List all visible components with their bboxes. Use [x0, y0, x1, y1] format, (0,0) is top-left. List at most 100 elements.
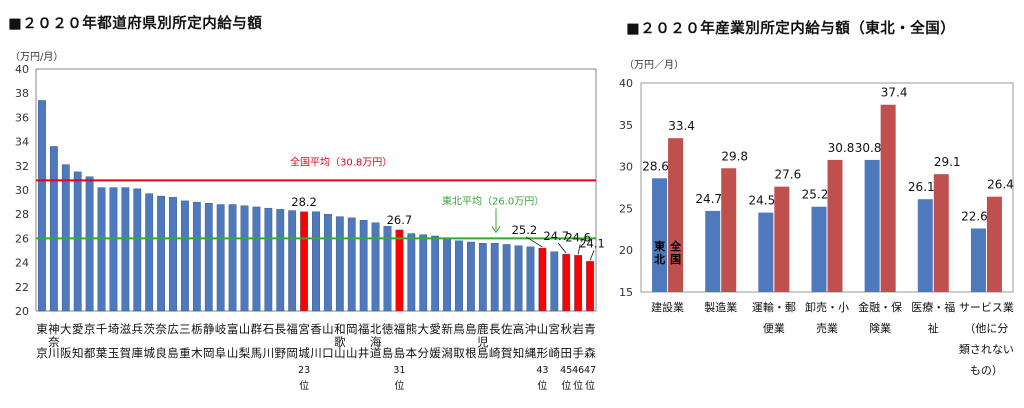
x-tick-label: 知 [72, 346, 84, 360]
industry-salary-chart: （万円／月） 15 20 25 30 35 40 28.6 24.7 24.5 25.2 30.8 26… [619, 59, 1014, 377]
x-tick-label: 取 [453, 346, 465, 360]
rank-label: 31 [393, 365, 405, 376]
x-tick-label: 岩 [572, 322, 584, 336]
x-tick-label: サービス業 [959, 301, 1014, 314]
x-tick-label: 梨 [239, 346, 251, 360]
x-tick-label: 崎 [489, 346, 501, 360]
data-label: 29.1 [934, 155, 961, 169]
x-tick-label: 山 [334, 346, 346, 360]
x-tick-label: 医療・福 [911, 300, 955, 314]
x-tick-label: 茨 [143, 322, 155, 336]
y-tick-label: 20 [619, 244, 633, 257]
rank-label: 位 [585, 379, 595, 392]
data-label: 25.2 [802, 188, 829, 202]
data-label: 25.2 [512, 223, 538, 237]
rank-label: 23 [298, 365, 310, 376]
x-tick-label: 祉 [928, 322, 939, 335]
y-axis-label: （万円／月） [624, 59, 684, 71]
x-tick-label: 三 [179, 322, 191, 336]
bar [395, 229, 404, 312]
x-tick-label: 千 [96, 322, 108, 336]
y-tick-label: 34 [15, 136, 29, 149]
bar [431, 235, 440, 312]
x-tick-label: 東 [36, 322, 48, 336]
x-tick-label: 便業 [763, 322, 785, 335]
x-tick-label: 熊 [406, 322, 418, 336]
x-tick-label: 木 [191, 346, 203, 360]
bar [371, 222, 380, 312]
data-label: 29.8 [721, 149, 748, 163]
x-tick-label: 福 [394, 322, 406, 336]
bar [455, 240, 463, 312]
bar [73, 171, 82, 312]
bar [109, 187, 118, 312]
x-tick-label: 香 [310, 322, 322, 336]
x-tick-label: 形 [537, 346, 549, 360]
prefecture-salary-chart: （万円/月） 20 22 24 26 28 30 32 34 36 38 40 全国平均（30.8万円）… [10, 51, 605, 392]
y-tick-label: 36 [15, 111, 29, 124]
data-label: 33.4 [668, 119, 695, 133]
bar-national [721, 168, 737, 292]
x-tick-label: 知 [513, 346, 525, 360]
x-tick-label: 口 [322, 346, 334, 360]
bar [347, 217, 356, 312]
y-tick-label: 35 [619, 119, 633, 132]
x-tick-label: 城 [298, 346, 310, 360]
x-tick-label: 道 [370, 346, 382, 360]
x-tick-label: 富 [227, 322, 239, 336]
bar [97, 187, 106, 312]
bar [467, 241, 475, 312]
national-average-label: 全国平均（30.8万円） [290, 155, 392, 168]
x-tick-label: 賀 [501, 346, 513, 360]
bar [538, 247, 547, 312]
x-tick-label: 川 [263, 346, 275, 360]
x-tick-label: 田 [560, 346, 572, 360]
data-label: 22.6 [961, 209, 988, 223]
chart1-title: ■２０２０年都道府県別所定内給与額 [8, 16, 263, 32]
rank-label: 45 [560, 365, 572, 376]
bar [383, 226, 392, 312]
y-tick-label: 28 [15, 208, 29, 221]
rank-label: 位 [299, 379, 309, 392]
bar-tohoku [758, 212, 774, 292]
rank-label: 位 [537, 379, 547, 392]
x-tick-label: 青 [584, 322, 596, 336]
x-tick-label: 重 [179, 346, 191, 360]
y-tick-label: 32 [15, 160, 29, 173]
bar [526, 246, 535, 312]
bar [443, 238, 451, 312]
x-tick-label: 群 [251, 322, 263, 336]
y-tick-label: 30 [619, 161, 633, 174]
bar [324, 213, 332, 312]
bar-tohoku [652, 178, 668, 292]
x-tick-label: 都 [84, 346, 96, 360]
x-tick-label: 野 [275, 346, 287, 360]
bar [204, 203, 213, 312]
bar-tohoku [970, 228, 986, 292]
series-legend-label: 全 [669, 239, 682, 253]
x-tick-label: 岡 [346, 322, 358, 336]
x-tick-label: 島 [477, 346, 489, 360]
x-tick-label: 川 [48, 346, 60, 360]
x-tick-label: 京 [84, 322, 96, 336]
x-tick-label: 海 [370, 335, 382, 349]
x-tick-label: 島 [394, 346, 406, 360]
bar-tohoku [811, 206, 827, 292]
bar [514, 245, 523, 312]
bar [181, 200, 189, 312]
x-tick-label: 鹿 [477, 322, 489, 336]
x-tick-label: 山 [227, 346, 239, 360]
x-tick-label: 森 [584, 346, 596, 360]
bar [312, 211, 320, 312]
x-tick-label: 運輸・郵 [752, 300, 796, 314]
bar [359, 220, 368, 312]
x-tick-label: 栃 [191, 322, 203, 336]
data-label-leader [589, 250, 595, 261]
y-tick-label: 40 [15, 63, 29, 76]
bar [300, 211, 308, 312]
x-tick-label: 埼 [108, 322, 120, 336]
data-label: 26.1 [908, 180, 935, 194]
x-tick-label: 卸売・小 [805, 300, 849, 314]
y-tick-label: 24 [15, 257, 29, 270]
bar-national [933, 174, 949, 292]
